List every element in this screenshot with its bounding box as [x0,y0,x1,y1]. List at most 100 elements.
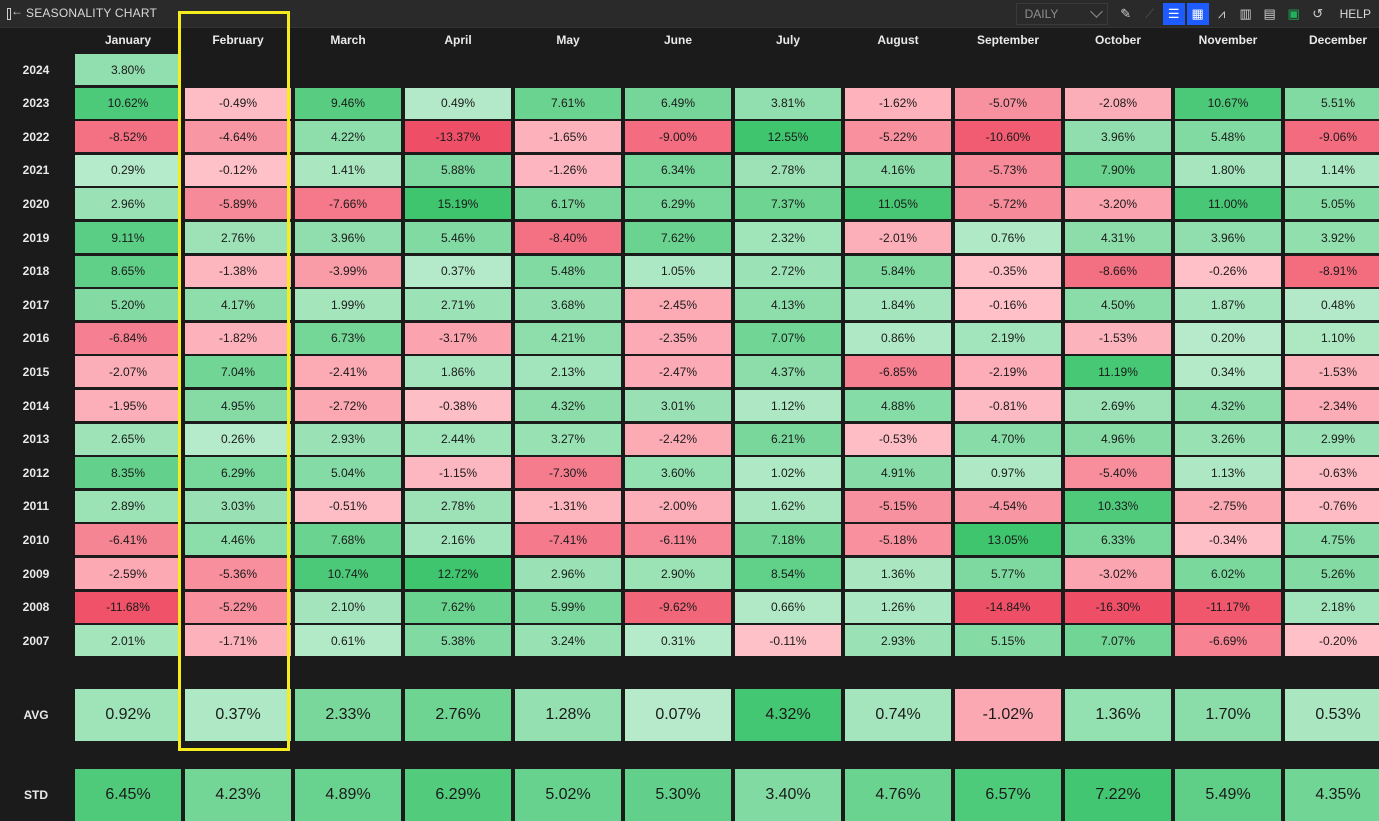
table-cell[interactable]: -0.49% [185,87,291,119]
table-cell[interactable]: 10.67% [1175,87,1281,119]
table-cell[interactable]: 8.54% [735,558,841,589]
table-cell[interactable]: 1.14% [1285,154,1379,186]
std-cell[interactable]: 4.76% [845,769,951,821]
table-cell[interactable]: 2.01% [75,625,181,657]
table-cell[interactable]: 3.60% [625,457,731,489]
table-cell[interactable]: -6.41% [75,524,181,556]
table-cell[interactable]: 0.29% [75,154,181,186]
table-cell[interactable]: -8.40% [515,222,621,253]
table-cell[interactable]: 1.12% [735,390,841,421]
table-cell[interactable]: 2.44% [405,423,511,455]
table-cell[interactable]: -1.31% [515,490,621,522]
table-cell[interactable]: -5.89% [185,188,291,220]
avg-cell[interactable]: 2.33% [295,689,401,741]
table-cell[interactable]: 6.21% [735,423,841,455]
table-cell[interactable]: 5.84% [845,255,951,287]
table-cell[interactable]: -1.71% [185,625,291,657]
table-cell[interactable]: -2.01% [845,222,951,253]
table-cell[interactable]: 1.99% [295,289,401,321]
table-cell[interactable]: -6.11% [625,524,731,556]
table-cell[interactable]: -8.91% [1285,255,1379,287]
avg-cell[interactable]: 4.32% [735,689,841,741]
table-cell[interactable]: 10.74% [295,558,401,589]
table-cell[interactable]: -2.41% [295,356,401,388]
table-cell[interactable]: 6.29% [625,188,731,220]
table-cell[interactable]: 11.19% [1065,356,1171,388]
table-cell[interactable]: 7.68% [295,524,401,556]
table-cell[interactable]: -2.34% [1285,390,1379,421]
table-cell[interactable]: -6.85% [845,356,951,388]
table-cell[interactable]: 2.72% [735,255,841,287]
interval-select[interactable]: DAILY [1015,2,1108,25]
table-cell[interactable]: 1.87% [1175,289,1281,321]
table-cell[interactable]: -0.81% [955,390,1061,421]
table-cell[interactable]: 2.10% [295,591,401,623]
table-cell[interactable]: 6.02% [1175,558,1281,589]
table-cell[interactable]: -1.38% [185,255,291,287]
table-cell[interactable]: -2.00% [625,490,731,522]
table-cell[interactable]: 3.81% [735,87,841,119]
table-cell[interactable]: 1.36% [845,558,951,589]
help-button[interactable]: HELP [1339,6,1371,21]
bar-chart-icon[interactable]: ☰ [1162,2,1185,25]
table-cell[interactable]: 5.77% [955,558,1061,589]
table-cell[interactable]: -0.34% [1175,524,1281,556]
table-cell[interactable]: -5.40% [1065,457,1171,489]
table-cell[interactable]: 7.04% [185,356,291,388]
table-cell[interactable]: 0.37% [405,255,511,287]
table-cell[interactable]: -14.84% [955,591,1061,623]
avg-cell[interactable]: 0.37% [185,689,291,741]
table-cell[interactable]: 11.00% [1175,188,1281,220]
avg-cell[interactable]: 1.28% [515,689,621,741]
table-cell[interactable]: -8.52% [75,121,181,153]
avg-cell[interactable]: 1.70% [1175,689,1281,741]
std-cell[interactable]: 4.35% [1285,769,1379,821]
table-cell[interactable]: 2.69% [1065,390,1171,421]
table-cell[interactable]: -2.72% [295,390,401,421]
table-cell[interactable]: -2.45% [625,289,731,321]
table-cell[interactable]: -11.17% [1175,591,1281,623]
table-cell[interactable]: 5.48% [1175,121,1281,153]
grid-icon[interactable]: ▦ [1186,2,1209,25]
table-cell[interactable]: -0.11% [735,625,841,657]
table-cell[interactable]: 0.31% [625,625,731,657]
table-cell[interactable]: 1.41% [295,154,401,186]
table-cell[interactable]: 4.31% [1065,222,1171,253]
table-cell[interactable]: 3.27% [515,423,621,455]
table-cell[interactable]: -5.22% [185,591,291,623]
table-cell[interactable]: 4.17% [185,289,291,321]
table-cell[interactable]: 2.76% [185,222,291,253]
table-cell[interactable]: 2.78% [735,154,841,186]
std-cell[interactable]: 5.02% [515,769,621,821]
table-cell[interactable]: 0.48% [1285,289,1379,321]
table-cell[interactable]: 4.32% [515,390,621,421]
table-cell[interactable]: -3.17% [405,322,511,354]
table-cell[interactable]: 3.01% [625,390,731,421]
table-cell[interactable]: 15.19% [405,188,511,220]
table-cell[interactable]: 6.49% [625,87,731,119]
table-cell[interactable]: 2.18% [1285,591,1379,623]
table-cell[interactable]: 2.89% [75,490,181,522]
table-cell[interactable]: 3.03% [185,490,291,522]
combo-chart-icon[interactable]: ▥ [1239,5,1252,21]
table-cell[interactable]: 0.61% [295,625,401,657]
table-cell[interactable]: 0.20% [1175,322,1281,354]
table-cell[interactable]: 13.05% [955,524,1061,556]
table-cell[interactable]: -6.84% [75,322,181,354]
table-cell[interactable]: 4.95% [185,390,291,421]
table-cell[interactable]: 4.37% [735,356,841,388]
table-cell[interactable]: 0.86% [845,322,951,354]
std-cell[interactable]: 4.89% [295,769,401,821]
table-cell[interactable]: 1.26% [845,591,951,623]
table-cell[interactable]: 4.88% [845,390,951,421]
table-cell[interactable]: 4.32% [1175,390,1281,421]
table-cell[interactable]: 1.05% [625,255,731,287]
table-cell[interactable]: 3.26% [1175,423,1281,455]
table-cell[interactable]: 3.68% [515,289,621,321]
table-cell[interactable]: -1.62% [845,87,951,119]
table-cell[interactable]: 1.80% [1175,154,1281,186]
table-cell[interactable]: -8.66% [1065,255,1171,287]
table-cell[interactable]: -0.35% [955,255,1061,287]
table-cell[interactable]: 3.24% [515,625,621,657]
table-cell[interactable]: 3.96% [1175,222,1281,253]
